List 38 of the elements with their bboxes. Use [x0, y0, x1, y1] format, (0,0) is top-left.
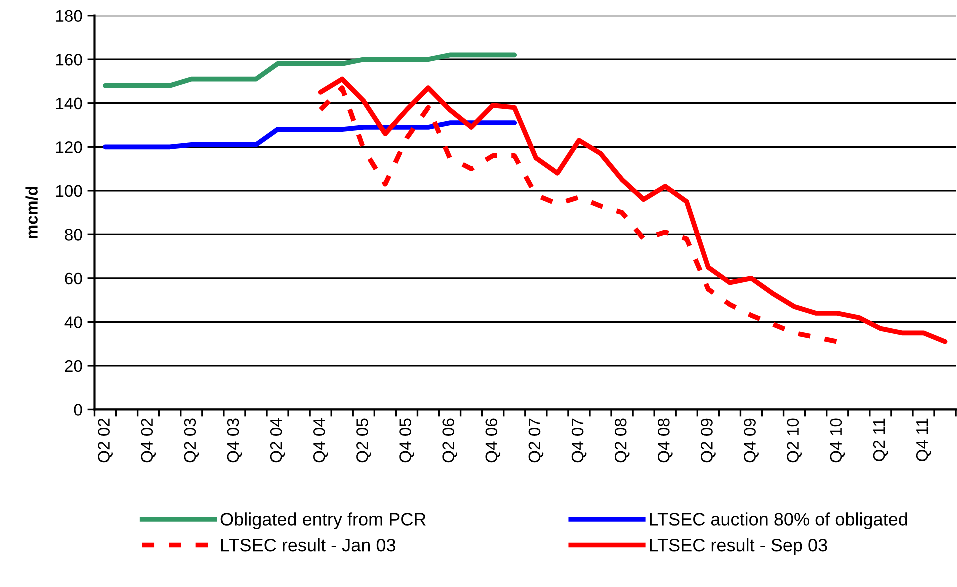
y-tick-label: 40	[64, 316, 82, 328]
x-tick-label: Q2 11	[873, 418, 888, 462]
legend-label: LTSEC auction 80% of obligated	[650, 512, 908, 530]
x-tick-label: Q4 08	[658, 418, 673, 463]
x-tick-label: Q4 07	[572, 418, 587, 463]
y-tick-label: 60	[65, 272, 82, 285]
x-tick-label: Q4 11	[916, 418, 932, 462]
y-tick-label: 20	[65, 360, 82, 372]
x-tick-label: Q2 10	[787, 418, 802, 463]
x-tick-label: Q2 09	[701, 418, 716, 463]
y-axis-title: mcm/d	[26, 187, 38, 239]
x-tick-label: Q2 08	[614, 418, 630, 463]
line-series	[318, 76, 948, 344]
x-tick-label: Q2 02	[98, 418, 113, 463]
x-tick-label: Q2 04	[270, 418, 286, 463]
y-tick-label: 0	[74, 404, 82, 416]
x-tick-label: Q4 02	[141, 418, 156, 463]
legend-label: LTSEC result - Jan 03	[221, 538, 396, 552]
x-tick-label: Q4 06	[486, 418, 501, 463]
line-series	[103, 52, 518, 88]
x-tick-label: Q2 05	[356, 418, 372, 463]
legend-label: Obligated entry from PCR	[220, 512, 426, 530]
y-tick-label: 80	[65, 229, 82, 241]
y-tick-label: 180	[56, 10, 82, 22]
y-tick-label: 160	[56, 54, 82, 66]
x-tick-label: Q4 09	[744, 418, 759, 463]
y-tick-label: 100	[56, 185, 82, 198]
legend-label: LTSEC result - Sep 03	[650, 538, 828, 556]
line-series	[103, 120, 518, 150]
x-tick-label: Q2 07	[528, 418, 544, 463]
x-tick-label: Q4 10	[830, 418, 846, 463]
y-tick-label: 120	[56, 142, 82, 154]
y-tick-label: 140	[56, 98, 82, 110]
x-tick-label: Q2 03	[184, 418, 200, 463]
x-tick-label: Q2 06	[442, 418, 458, 463]
x-tick-label: Q4 03	[227, 418, 242, 463]
x-tick-label: Q4 04	[314, 418, 328, 463]
x-tick-label: Q4 05	[400, 418, 414, 463]
